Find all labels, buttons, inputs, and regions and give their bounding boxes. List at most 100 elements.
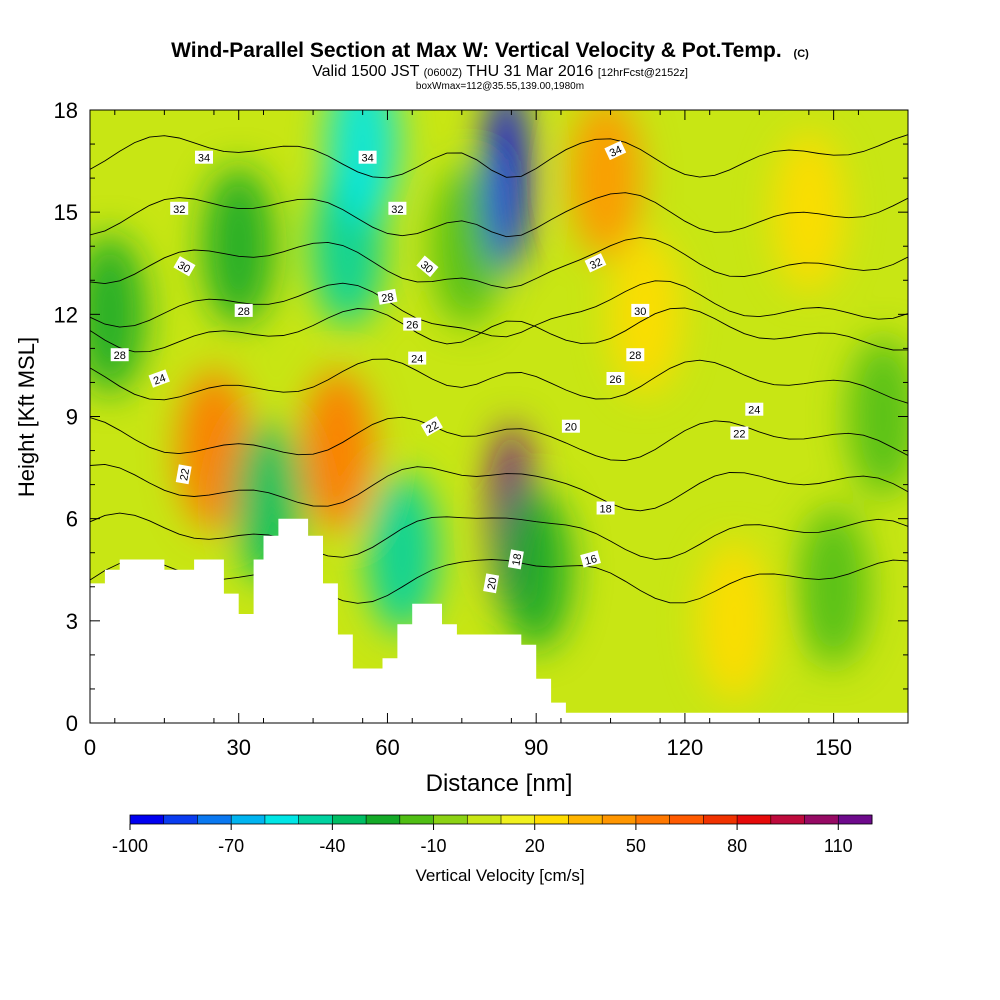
y-tick-label: 9 bbox=[66, 405, 78, 430]
contour-label-box bbox=[584, 253, 607, 273]
x-tick-label: 90 bbox=[524, 735, 548, 760]
x-tick-label: 120 bbox=[667, 735, 704, 760]
velocity-field bbox=[90, 110, 908, 701]
contour-label-text: 28 bbox=[381, 291, 395, 305]
contour-label-box bbox=[745, 402, 764, 416]
contour-label-text: 34 bbox=[608, 144, 624, 160]
contour-label-box bbox=[626, 348, 645, 362]
chart-title-main: Wind-Parallel Section at Max W: Vertical… bbox=[171, 39, 782, 62]
contour-label-text: 26 bbox=[406, 320, 418, 332]
colorbar-tick-label: 80 bbox=[727, 836, 747, 856]
contour-label-text: 30 bbox=[175, 259, 192, 276]
contour-label-text: 24 bbox=[152, 372, 168, 387]
colorbar-swatch bbox=[366, 815, 401, 824]
y-tick-label: 12 bbox=[54, 302, 78, 327]
contour-label: 22 bbox=[420, 416, 443, 437]
x-tick-label: 0 bbox=[84, 735, 96, 760]
terrain bbox=[90, 518, 908, 723]
colorbar-tick-label: -100 bbox=[112, 836, 148, 856]
contour-label: 30 bbox=[631, 303, 650, 318]
velocity-cell bbox=[569, 110, 642, 259]
contour-label-text: 32 bbox=[588, 256, 604, 272]
contour-label: 30 bbox=[173, 256, 196, 277]
subtitle-forecast: [12hrFcst@2152z] bbox=[598, 67, 688, 79]
contour-label-text: 32 bbox=[173, 204, 185, 216]
subtitle-valid: Valid 1500 JST bbox=[312, 63, 420, 80]
colorbar-swatch bbox=[130, 815, 165, 824]
contour-label: 18 bbox=[596, 501, 615, 516]
contour-label: 34 bbox=[604, 140, 627, 161]
colorbar-tick-label: 50 bbox=[626, 836, 646, 856]
chart-subtitle: Valid 1500 JST (0600Z) THU 31 Mar 2016 [… bbox=[312, 63, 688, 80]
isentrope-34 bbox=[90, 134, 908, 179]
contour-label-box bbox=[606, 372, 625, 385]
isentrope-28 bbox=[90, 280, 908, 338]
colorbar-swatch bbox=[568, 815, 603, 824]
contour-label-box bbox=[408, 351, 427, 365]
colorbar-swatch bbox=[433, 815, 468, 824]
x-tick-label: 60 bbox=[375, 735, 399, 760]
colorbar-swatch bbox=[804, 815, 839, 824]
contour-label-box bbox=[377, 288, 398, 305]
subtitle-utc: (0600Z) bbox=[424, 67, 463, 79]
contour-label-text: 28 bbox=[629, 350, 641, 362]
contour-label-text: 26 bbox=[609, 374, 621, 386]
contour-label-text: 24 bbox=[748, 405, 760, 417]
contour-label-text: 28 bbox=[114, 350, 126, 362]
colorbar-tick-label: 110 bbox=[824, 836, 853, 856]
velocity-cell bbox=[202, 166, 275, 327]
velocity-cell bbox=[847, 336, 908, 497]
contour-label-box bbox=[596, 501, 615, 515]
contour-label-text: 20 bbox=[565, 422, 577, 434]
contour-label-box bbox=[195, 150, 213, 164]
contour-label: 34 bbox=[358, 150, 377, 165]
contour-label: 26 bbox=[606, 372, 625, 386]
contour-label: 20 bbox=[561, 419, 580, 434]
contour-label-box bbox=[416, 255, 439, 278]
y-tick-label: 15 bbox=[54, 200, 78, 225]
contour-label: 26 bbox=[403, 317, 422, 332]
contour-label: 32 bbox=[584, 253, 607, 273]
contour-label-text: 18 bbox=[599, 504, 611, 516]
velocity-cell bbox=[500, 489, 573, 650]
contour-label-text: 22 bbox=[178, 467, 192, 481]
isentrope-22 bbox=[90, 416, 908, 462]
y-axis-label: Height [Kft MSL] bbox=[14, 337, 39, 497]
contour-label: 28 bbox=[110, 348, 129, 362]
contour-label-box bbox=[175, 464, 192, 485]
contour-label: 28 bbox=[377, 288, 398, 305]
contour-label: 32 bbox=[170, 201, 189, 216]
colorbar-swatch bbox=[703, 815, 738, 824]
velocity-cell bbox=[326, 110, 399, 225]
velocity-cell bbox=[797, 506, 870, 667]
contour-label-box bbox=[507, 549, 524, 570]
velocity-cell bbox=[90, 234, 146, 395]
contour-label-box bbox=[170, 201, 189, 215]
isentropes bbox=[90, 134, 908, 604]
colorbar-swatch bbox=[399, 815, 435, 824]
contour-label: 16 bbox=[580, 550, 601, 568]
contour-label: 20 bbox=[483, 573, 500, 594]
contour-label: 24 bbox=[148, 369, 170, 388]
y-tick-label: 0 bbox=[66, 711, 78, 736]
contour-label-text: 34 bbox=[361, 153, 373, 165]
subtitle-date: THU 31 Mar 2016 bbox=[466, 63, 593, 80]
colorbar-swatch bbox=[264, 815, 300, 824]
contour-label: 32 bbox=[388, 201, 407, 216]
colorbar-tick-label: -40 bbox=[319, 836, 345, 856]
contour-label-box bbox=[403, 317, 422, 331]
contour-label-text: 22 bbox=[424, 419, 441, 436]
contour-label-text: 16 bbox=[583, 553, 598, 568]
contour-label: 22 bbox=[175, 464, 192, 485]
contour-label: 34 bbox=[195, 150, 213, 165]
colorbar-tick-label: 20 bbox=[525, 836, 545, 856]
contour-label: 24 bbox=[408, 351, 427, 366]
contour-label-text: 32 bbox=[391, 204, 403, 216]
contour-label-box bbox=[604, 140, 627, 161]
chart-subtitle-box: boxWmax=112@35.55,139.00,1980m bbox=[416, 81, 584, 92]
velocity-cell bbox=[366, 472, 439, 633]
contour-label-text: 30 bbox=[634, 306, 646, 318]
contour-label: 28 bbox=[626, 348, 645, 362]
